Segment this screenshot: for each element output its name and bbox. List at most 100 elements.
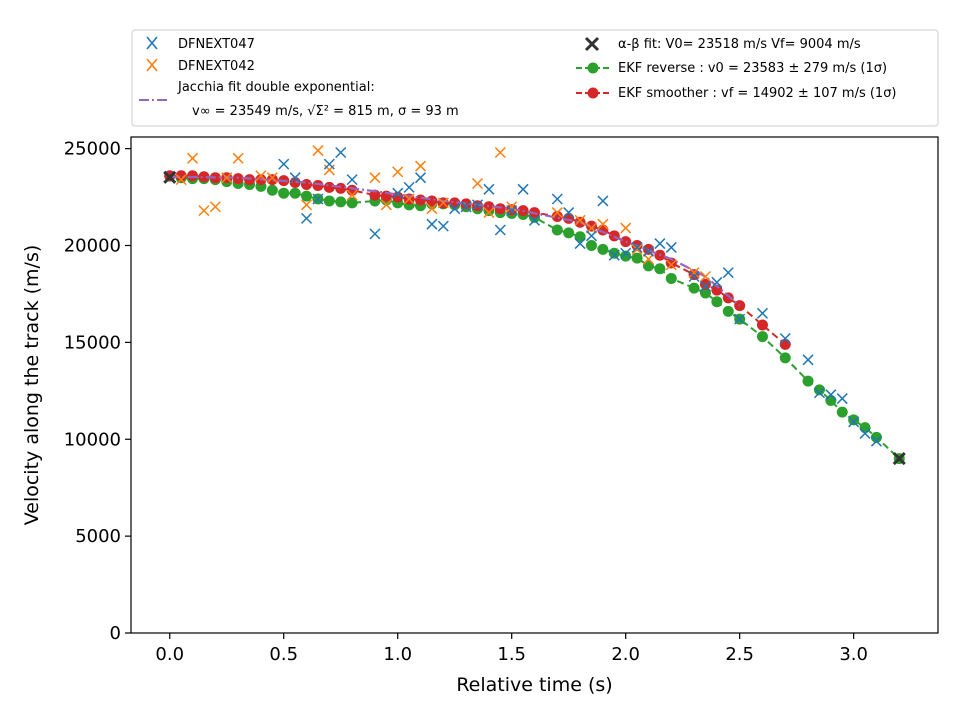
ekf-smoother-point: [711, 284, 723, 296]
dfnext042-point: [597, 218, 609, 230]
ekf-smoother-point: [392, 191, 404, 203]
ekf-reverse-point: [597, 243, 609, 255]
dfnext042-point: [221, 172, 233, 184]
y-tick-label: 25000: [64, 139, 121, 160]
dfnext042-point: [198, 205, 210, 217]
legend-marker-x-orange: [146, 58, 158, 72]
dfnext042-point: [642, 253, 655, 265]
x-axis: 0.0 0.5 1.0 1.5 2.0 2.5 3.0: [155, 633, 868, 665]
x-tick-label: 1.5: [497, 644, 526, 665]
dfnext047-point: [620, 247, 632, 259]
dfnext042-point: [187, 152, 199, 164]
dfnext047-point: [551, 193, 563, 205]
ekf-smoother-point: [779, 338, 791, 350]
alpha-beta-point: [163, 170, 177, 184]
y-tick-label: 0: [110, 623, 121, 644]
ekf-reverse-point: [802, 375, 814, 387]
legend-label-dfnext047: DFNEXT047: [178, 37, 255, 52]
dfnext042-point: [301, 199, 313, 211]
ekf-reverse-point: [585, 240, 597, 251]
dfnext047-point: [346, 174, 358, 186]
ekf-reverse-point: [563, 227, 575, 239]
legend-entry-ekf-reverse: EKF reverse : v0 = 23583 ± 279 m/s (1σ): [576, 61, 887, 76]
ekf-reverse-point: [836, 406, 848, 418]
ekf-smoother-point: [323, 181, 335, 193]
dfnext042-point: [665, 259, 677, 271]
y-tick-label: 10000: [64, 429, 121, 450]
ekf-smoother-point: [722, 292, 734, 304]
dfnext047-point: [802, 354, 814, 366]
ekf-reverse-point: [711, 296, 723, 308]
x-tick-label: 0.5: [269, 644, 298, 665]
dfnext042-point: [209, 201, 221, 213]
dfnext047-point: [642, 245, 655, 257]
dfnext047-point: [471, 199, 484, 211]
x-tick-label: 3.0: [839, 644, 868, 665]
ekf-reverse-point: [825, 395, 837, 406]
ekf-reverse-point: [699, 287, 711, 299]
dfnext047-point: [449, 203, 461, 215]
series-dfnext047: [278, 146, 882, 447]
dfnext042-point: [688, 267, 700, 279]
x-tick-label: 1.0: [383, 644, 412, 665]
x-axis-label: Relative time (s): [456, 674, 612, 696]
ekf-reverse-point: [848, 414, 860, 426]
dfnext047-point: [528, 214, 541, 226]
ekf-reverse-point: [722, 305, 734, 317]
legend-label-ekf-smoother: EKF smoother : vf = 14902 ± 107 m/s (1σ): [618, 86, 897, 101]
dfnext042-point: [346, 189, 358, 201]
plot-frame: [130, 136, 939, 634]
dfnext047-point: [688, 270, 700, 283]
legend-label-ekf-reverse: EKF reverse : v0 = 23583 ± 279 m/s (1σ): [618, 61, 887, 76]
dfnext042-point: [369, 172, 381, 184]
ekf-reverse-point: [665, 272, 677, 284]
dfnext047-point: [403, 181, 415, 193]
ekf-smoother-point: [688, 269, 700, 281]
dfnext042-point: [323, 164, 335, 176]
alpha-beta-point: [892, 451, 906, 466]
dfnext047-point: [779, 332, 791, 345]
ekf-reverse-point: [813, 384, 825, 396]
dfnext042-point: [255, 170, 267, 182]
ekf-reverse-point: [266, 184, 278, 196]
ekf-smoother-point: [175, 170, 187, 182]
ekf-smoother-point: [551, 210, 563, 222]
plot-area: [130, 136, 939, 634]
ekf-smoother-point: [699, 278, 711, 290]
series-alpha-beta-fit: [163, 170, 906, 466]
data-layer: [163, 145, 906, 466]
legend-entry-ekf-smoother: EKF smoother : vf = 14902 ± 107 m/s (1σ): [576, 86, 897, 101]
legend-label-jacchia: Jacchia fit double exponential:: [177, 80, 375, 95]
dfnext042-point: [266, 172, 278, 184]
ekf-reverse-point: [642, 260, 654, 272]
dfnext042-point: [551, 207, 563, 219]
dfnext047-point: [323, 158, 335, 170]
dfnext047-point: [312, 193, 324, 205]
dfnext047-point: [563, 207, 575, 219]
dfnext042-point: [232, 152, 244, 164]
dfnext042-point: [585, 222, 598, 234]
legend-box: [131, 29, 939, 127]
dfnext042-point: [631, 243, 643, 255]
ekf-reverse-point: [323, 195, 335, 207]
dfnext042-point: [506, 201, 518, 213]
dfnext047-point: [756, 307, 768, 319]
legend-label-alpha-beta: α-β fit: V0= 23518 m/s Vf= 9004 m/s: [618, 37, 861, 52]
dfnext047-point: [665, 241, 677, 253]
dfnext047-point: [859, 427, 871, 439]
dfnext047-point: [870, 435, 882, 447]
dfnext047-point: [414, 172, 427, 184]
dfnext047-point: [278, 158, 290, 170]
dfnext047-point: [517, 183, 529, 195]
dfnext042-point: [494, 146, 506, 159]
ekf-reverse-point: [654, 263, 666, 275]
dfnext047-point: [699, 280, 712, 292]
ekf-smoother-point: [198, 171, 210, 183]
dfnext047-point: [289, 172, 301, 184]
legend-marker-x-blue: [146, 36, 158, 50]
ekf-smoother-point: [494, 203, 506, 215]
dfnext047-point: [848, 416, 860, 428]
ekf-smoother-point: [301, 178, 313, 190]
dfnext047-point: [631, 241, 643, 253]
dfnext042-point: [574, 214, 586, 226]
